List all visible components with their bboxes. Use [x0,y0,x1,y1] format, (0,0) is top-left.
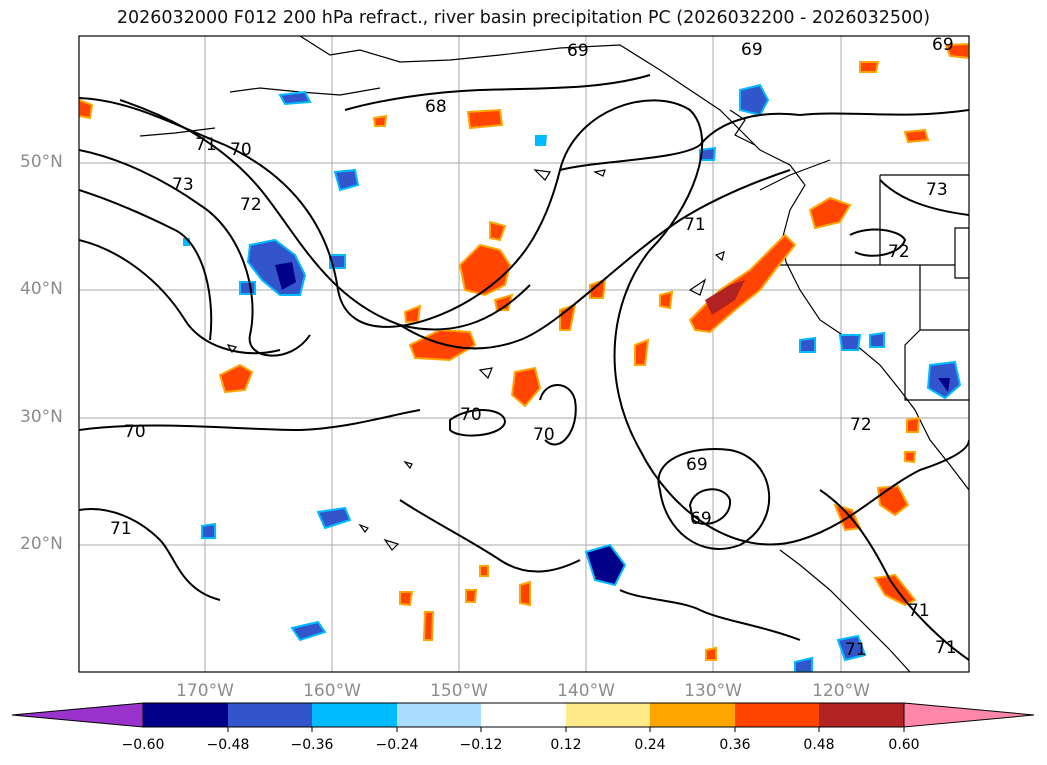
coastlines [139,36,969,672]
lon-label-140w: 140°W [557,681,615,701]
lon-label-130w: 130°W [684,681,742,701]
colorbar-segment [735,703,819,727]
colorbar [11,702,1035,732]
contour-label: 70 [230,140,252,160]
contour-label: 72 [850,415,872,435]
refractivity-contours [79,74,969,661]
contour-label: 73 [926,180,948,200]
contour-label: 71 [845,640,867,660]
colorbar-tick-label: −0.12 [459,737,503,753]
colorbar-segment [228,703,312,727]
colorbar-segment [819,703,904,727]
contour-label: 71 [684,215,706,235]
colorbar-segment [566,703,650,727]
colorbar-tick-label: 0.24 [634,737,666,753]
colorbar-segment [143,703,228,727]
negative-anomaly-shading [183,83,962,672]
lon-label-170w: 170°W [176,681,234,701]
contour-label: 71 [908,601,930,621]
contour-label: 70 [460,405,482,425]
contour-label: 72 [240,195,262,215]
colorbar-segment [312,703,397,727]
figure-title: 2026032000 F012 200 hPa refract., river … [116,8,931,28]
contour-label: 70 [124,422,146,442]
lat-label-30n: 30°N [20,407,63,427]
colorbar-tick-label: 0.12 [550,737,582,753]
map-frame [78,35,970,673]
contour-label: 69 [932,35,954,55]
lon-label-150w: 150°W [430,681,488,701]
colorbar-tick-label: 0.60 [888,737,920,753]
colorbar-min-extension [11,702,144,728]
lon-label-120w: 120°W [812,681,870,701]
colorbar-segment [397,703,481,727]
contour-label: 71 [935,638,957,658]
lat-label-40n: 40°N [20,279,63,299]
contour-labels: 69 69 69 68 71 70 73 72 71 73 72 70 70 7… [110,35,957,660]
contour-label: 69 [686,455,708,475]
colorbar-tick-label: 0.48 [803,737,835,753]
colorbar-tick-label: 0.36 [719,737,751,753]
colorbar-tick-label: −0.60 [121,737,165,753]
lon-label-160w: 160°W [303,681,361,701]
contour-label: 69 [741,40,763,60]
lat-label-20n: 20°N [20,534,63,554]
lat-label-50n: 50°N [20,152,63,172]
colorbar-tick-label: −0.48 [206,737,250,753]
colorbar-tick-label: −0.24 [375,737,419,753]
contour-label: 71 [110,519,132,539]
contour-label: 69 [567,41,589,61]
positive-anomaly-shading [79,42,969,661]
colorbar-tick-label: −0.36 [290,737,334,753]
colorbar-segment [650,703,735,727]
colorbar-max-extension [903,702,1035,728]
lon-gridlines [204,36,842,672]
contour-label: 68 [425,97,447,117]
contour-label: 73 [172,175,194,195]
colorbar-segment [481,703,566,727]
contour-label: 72 [888,242,910,262]
contour-label: 69 [690,509,712,529]
contour-label: 71 [195,135,217,155]
contour-label: 70 [533,425,555,445]
